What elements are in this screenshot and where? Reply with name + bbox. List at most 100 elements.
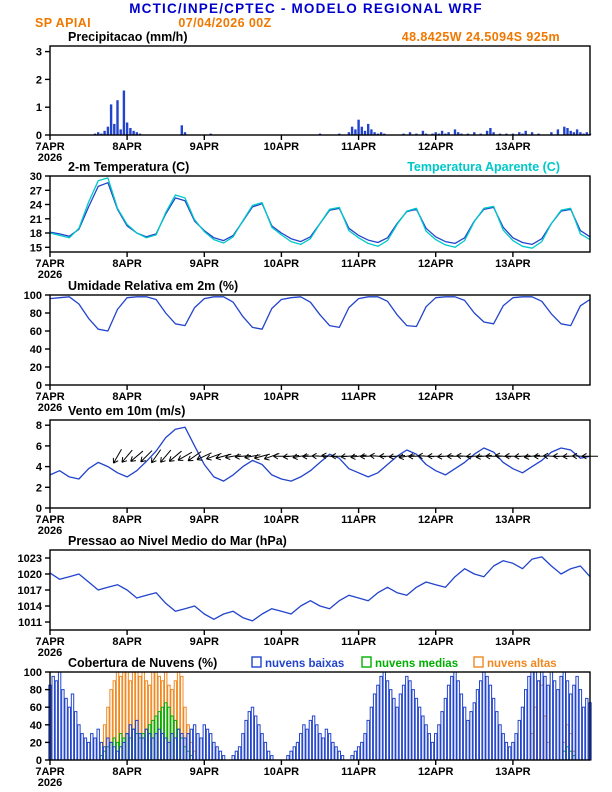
cloud-bar — [327, 733, 332, 761]
cloud-bar — [199, 737, 203, 761]
legend-label-high-clouds: nuvens altas — [487, 658, 557, 670]
cloud-bar — [392, 697, 396, 761]
x-tick-label: 12APR — [418, 141, 454, 153]
cloud-bar — [562, 671, 566, 761]
cloud-bar — [96, 728, 100, 761]
cloud-bar — [578, 689, 583, 761]
x-tick-label: 7APR — [35, 766, 64, 778]
x-tick-label: 9APR — [190, 258, 219, 270]
cloud-bar — [237, 746, 242, 761]
series-line — [49, 556, 591, 622]
y-tick-label: 18 — [30, 228, 42, 240]
cloud-bar — [119, 746, 123, 761]
legend-label-low-clouds: nuvens baixas — [265, 658, 344, 670]
cloud-bar — [372, 693, 377, 761]
precip-bar — [579, 132, 582, 135]
cloud-bar — [517, 719, 521, 761]
x-tick-label: 13APR — [495, 514, 531, 526]
cloud-bar — [135, 719, 139, 761]
y-tick-label: 20 — [30, 737, 42, 749]
wind-barb — [523, 453, 541, 460]
x-tick-label: 10APR — [264, 766, 300, 778]
cloud-bar — [446, 684, 451, 761]
cloud-bar — [295, 741, 300, 761]
panel-title-clouds: Cobertura de Nuvens (%) — [68, 656, 217, 670]
y-tick-label: 0 — [36, 130, 42, 142]
panel-humidity: Umidade Relativa em 2m (%) 0 20 40 60 80 100 7… — [24, 279, 591, 414]
precip-bar — [360, 126, 363, 135]
cloud-bar — [414, 697, 419, 761]
cloud-bar — [292, 746, 297, 761]
y-tick-label: 1017 — [18, 585, 42, 597]
cloud-bar — [376, 684, 380, 761]
wind-barb — [350, 453, 367, 460]
cloud-bar — [469, 711, 473, 761]
precip-bar — [569, 130, 572, 135]
precip-bar — [122, 90, 126, 135]
cloud-bar — [176, 728, 181, 761]
x-tick-label: 12APR — [418, 391, 454, 403]
plot-frame — [49, 671, 591, 761]
cloud-bar — [382, 671, 387, 761]
wind-barb — [168, 450, 182, 462]
cloud-bar — [112, 746, 116, 761]
y-tick-label: 1 — [36, 102, 42, 114]
wind-barb — [121, 449, 133, 463]
y-tick-label: 0 — [36, 503, 42, 515]
x-tick-label: 13APR — [495, 766, 531, 778]
cloud-bar — [202, 724, 207, 761]
x-tick-label: 8APR — [112, 636, 141, 648]
cloud-bar — [536, 680, 541, 761]
y-tick-label: 1020 — [18, 569, 42, 581]
wind-barb — [475, 453, 492, 460]
precip-bar — [566, 128, 569, 135]
station-label: SP APIAI — [35, 16, 91, 30]
cloud-bar — [405, 675, 409, 761]
y-tick-label: 60 — [30, 702, 42, 714]
wind-barb — [282, 453, 300, 460]
cloud-bar — [427, 733, 432, 761]
x-tick-label: 7APR — [35, 391, 64, 403]
x-tick-label: 9APR — [190, 514, 219, 526]
x-tick-label: 11APR — [341, 258, 376, 270]
precip-bar — [97, 132, 100, 135]
cloud-bar — [215, 746, 219, 761]
precip-bar — [492, 132, 495, 135]
cloud-bar — [581, 706, 586, 761]
cloud-bar — [549, 671, 554, 761]
cloud-bar — [263, 741, 268, 761]
cloud-bar — [356, 746, 361, 761]
cloud-bar — [559, 675, 563, 761]
panel-title-humidity: Umidade Relativa em 2m (%) — [68, 279, 238, 293]
precip-bar — [575, 129, 579, 135]
x-tick-label: 9APR — [190, 141, 219, 153]
cloud-bar — [530, 671, 534, 761]
cloud-bar — [424, 724, 428, 761]
y-tick-label: 24 — [30, 200, 43, 212]
cloud-bar — [472, 702, 477, 761]
cloud-bar — [395, 706, 399, 761]
y-tick-label: 2 — [36, 482, 42, 494]
cloud-bar — [440, 711, 444, 761]
cloud-bar — [520, 706, 525, 761]
cloud-bar — [67, 706, 71, 761]
x-tick-label: 8APR — [112, 258, 141, 270]
cloud-bar — [533, 671, 538, 761]
precip-bar — [129, 128, 132, 135]
legend-apparent-temperature: Temperatura Aparente (C) — [407, 160, 560, 174]
cloud-bar — [93, 737, 97, 761]
cloud-bar — [106, 737, 110, 761]
cloud-bar — [257, 724, 261, 761]
x-tick-label: 13APR — [495, 391, 531, 403]
wind-barb — [514, 453, 531, 460]
y-tick-label: 2 — [36, 74, 42, 86]
precip-bar — [183, 132, 187, 135]
cloud-bar — [450, 675, 454, 761]
wind-barb — [140, 450, 153, 463]
x-year-label: 2026 — [38, 525, 62, 537]
panel-temperature: 2-m Temperatura (C) Temperatura Aparente… — [30, 160, 591, 281]
cloud-bar — [266, 750, 271, 761]
cloud-bar — [74, 711, 78, 761]
